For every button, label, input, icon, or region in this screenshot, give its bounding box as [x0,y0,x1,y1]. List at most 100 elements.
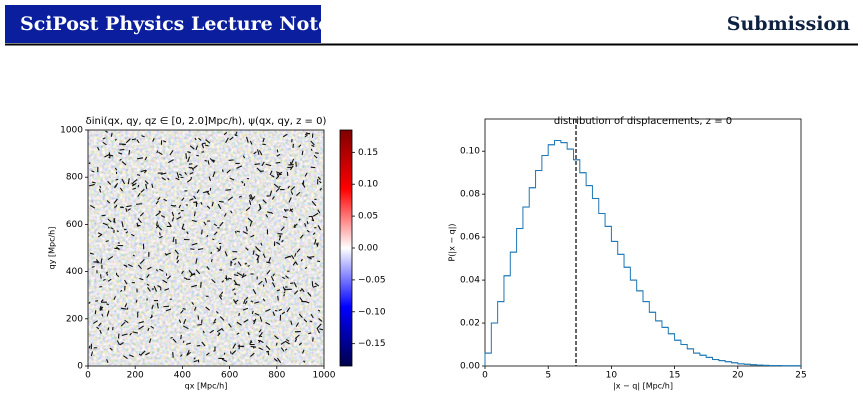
arrow [262,253,266,259]
x-tick-label: 200 [127,371,144,381]
y-tick-label: 0.08 [460,190,480,200]
arrow [136,222,139,228]
arrow [91,181,96,184]
histogram-outline [484,139,801,367]
arrow [306,220,309,225]
arrow [238,195,242,198]
arrow [276,173,280,178]
arrow [281,239,284,243]
arrow [314,282,320,287]
arrow [156,150,159,154]
arrow [299,234,304,239]
arrow [236,321,242,326]
arrow [276,149,279,153]
arrow [298,342,302,346]
arrow [265,322,271,326]
x-tick-label: 5 [545,371,551,381]
arrow [172,338,177,343]
arrow [267,350,270,356]
arrow [268,257,272,263]
arrow [145,183,148,190]
arrow [139,277,144,281]
arrow [270,276,275,282]
arrow [166,275,171,280]
arrow [317,176,321,181]
arrow [146,283,150,286]
arrow [88,345,91,349]
arrow [227,196,233,201]
arrow [189,198,194,201]
arrow [250,234,255,238]
arrow [212,238,215,241]
arrow [278,235,282,241]
arrow [107,226,110,229]
y-tick-label: 600 [66,220,83,230]
arrow [113,296,117,300]
arrow [252,250,255,255]
arrow [285,339,290,342]
arrow [234,134,238,137]
arrow [244,262,248,265]
arrow [280,341,286,345]
arrow [220,291,224,295]
arrow [119,289,123,293]
arrow [139,212,145,217]
arrow [159,268,164,272]
arrow [236,165,243,169]
arrow [127,264,133,268]
y-tick-label: 0.04 [460,276,480,286]
arrow [207,160,210,165]
arrow [202,330,205,334]
arrow [213,223,218,227]
arrow [278,171,283,175]
arrow [255,253,260,257]
arrow [242,155,246,159]
arrow [245,247,249,251]
arrow [312,285,317,288]
arrow [116,274,120,278]
arrow [254,301,260,304]
arrow [155,211,161,217]
arrow [177,212,181,215]
arrow [264,277,268,283]
arrow [124,303,128,308]
arrow [211,201,214,207]
arrow [197,315,200,320]
arrow [175,177,180,181]
arrow [90,204,96,209]
arrow [186,342,192,345]
arrow [265,308,271,312]
arrow [147,287,151,292]
arrow [158,232,161,236]
arrow [93,320,98,324]
arrow [254,312,260,316]
arrow [206,205,211,209]
arrow [319,187,322,191]
arrow [286,307,291,313]
arrow [282,216,288,219]
y-tick-label: 200 [66,314,83,324]
arrow [102,222,109,226]
arrow [206,266,210,270]
arrow [99,188,102,193]
arrow [265,214,269,218]
x-tick-label: 600 [221,371,238,381]
arrow [119,148,125,151]
arrow [100,299,104,303]
arrow [304,134,308,138]
arrow [296,191,301,196]
arrow [317,260,321,263]
arrow [137,174,141,176]
arrow [156,221,158,227]
arrow [224,277,229,280]
arrow [99,185,102,188]
arrow [195,145,199,151]
arrow [250,193,254,200]
arrow [114,167,118,171]
arrow [191,242,198,246]
arrow [136,311,139,315]
arrow [195,269,201,275]
arrow [290,191,294,195]
arrow [188,270,194,276]
arrow [131,182,137,187]
